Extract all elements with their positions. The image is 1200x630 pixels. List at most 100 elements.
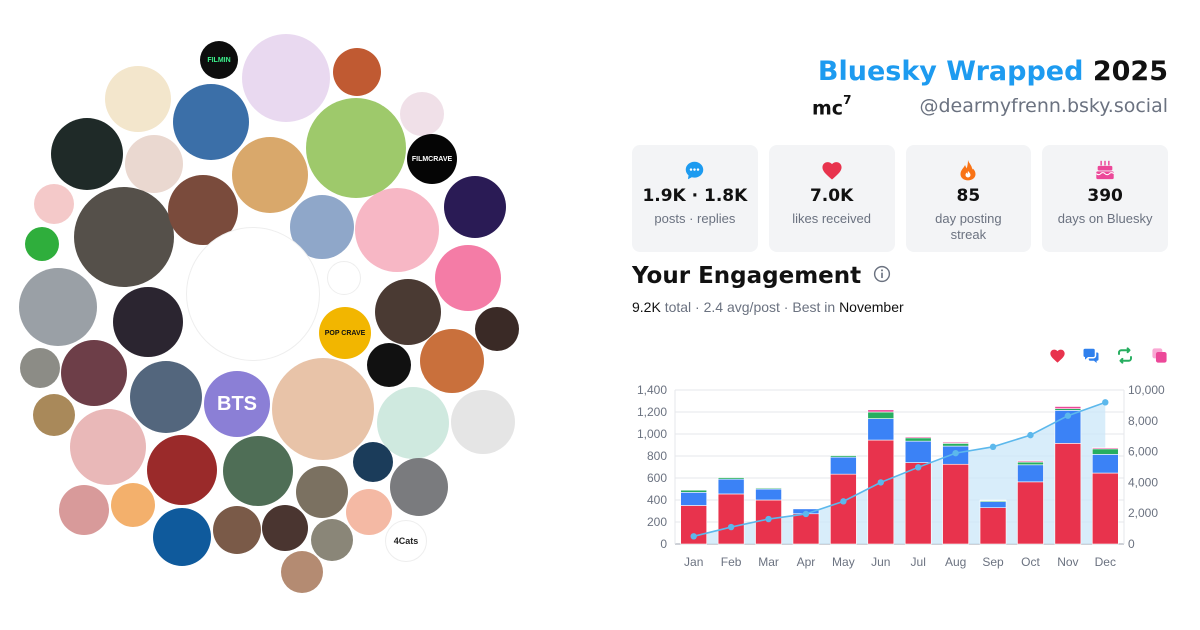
- bar-segment: [680, 489, 708, 493]
- stat-card-posts: 1.9K · 1.8K posts · replies: [632, 145, 758, 252]
- quote-icon[interactable]: [1150, 346, 1168, 364]
- bar-segment: [717, 493, 745, 545]
- avatar-glasses-man[interactable]: [375, 279, 441, 345]
- engagement-best-prefix: Best in: [792, 299, 836, 315]
- avatar-pig[interactable]: [346, 489, 392, 535]
- stat-card-streak: 85 day posting streak: [905, 145, 1032, 252]
- avatar-cherries[interactable]: [444, 176, 506, 238]
- stat-label: likes received: [792, 211, 871, 226]
- avatar-blonde-selfie[interactable]: [272, 358, 374, 460]
- avatar-anime-girl-green[interactable]: [306, 98, 406, 198]
- avatar-bts[interactable]: BTS: [204, 371, 270, 437]
- avatar-manga-boy[interactable]: [451, 390, 515, 454]
- avatar-glasses-girl[interactable]: [232, 137, 308, 213]
- engagement-best-month: November: [839, 299, 904, 315]
- cumulative-point: [727, 523, 735, 531]
- avatar-red-hair[interactable]: [333, 48, 381, 96]
- bar-segment: [1091, 454, 1119, 474]
- avatar-anime-man[interactable]: [223, 436, 293, 506]
- avatar-bearded-guy[interactable]: [296, 466, 348, 518]
- avatar-santa-man[interactable]: [213, 506, 261, 554]
- bar-segment: [979, 501, 1007, 509]
- bar-segment: [904, 437, 932, 442]
- avatar-hamster[interactable]: [400, 92, 444, 136]
- bar-segment: [830, 473, 857, 545]
- chart-legend: [1048, 346, 1168, 364]
- x-tick-label: Nov: [1057, 555, 1078, 569]
- avatar-woman-bottom[interactable]: [281, 551, 323, 593]
- avatar-sunflower[interactable]: [33, 394, 75, 436]
- right-tick-label: 4,000: [1128, 475, 1158, 489]
- cumulative-point: [802, 510, 810, 518]
- bar-segment: [979, 499, 1007, 501]
- avatar-man-dark[interactable]: [51, 118, 123, 190]
- avatar-santa-cat[interactable]: [125, 135, 183, 193]
- x-tick-label: Jun: [871, 555, 890, 569]
- bar-segment: [830, 456, 857, 475]
- bar-segment: [680, 505, 708, 545]
- avatar-man-street[interactable]: [130, 361, 202, 433]
- engagement-title: Your Engagement: [632, 263, 862, 289]
- avatar-curly-hair[interactable]: [173, 84, 249, 160]
- display-name-superscript: 7: [843, 93, 852, 107]
- bar-segment: [1091, 448, 1119, 455]
- avatar-orange-anime[interactable]: [435, 245, 501, 311]
- avatar-blue-ring[interactable]: [153, 508, 211, 566]
- avatar-black-heart[interactable]: [327, 261, 361, 295]
- avatar-yoshi[interactable]: [25, 227, 59, 261]
- x-tick-label: Jan: [684, 555, 703, 569]
- avatar-smiling-woman[interactable]: [475, 307, 519, 351]
- avatar-two-men[interactable]: [74, 187, 174, 287]
- bar-segment: [904, 440, 932, 463]
- bar-segment: [830, 454, 857, 456]
- stat-card-likes: 7.0K likes received: [768, 145, 895, 252]
- bar-segment: [717, 476, 745, 478]
- avatar-peridot[interactable]: [377, 387, 449, 459]
- avatar-drawn-woman[interactable]: [59, 485, 109, 535]
- bar-segment: [1017, 481, 1044, 545]
- bar-segment: [867, 411, 895, 419]
- avatar-anime-couple[interactable]: [242, 34, 330, 122]
- avatar-filmin[interactable]: FILMIN: [200, 41, 238, 79]
- cumulative-point: [952, 449, 959, 457]
- cake-icon: [1042, 159, 1168, 181]
- avatar-4cats[interactable]: 4Cats: [385, 520, 427, 562]
- reply-icon[interactable]: [1082, 346, 1100, 364]
- right-tick-label: 0: [1128, 537, 1135, 551]
- year-title: 2025: [1092, 56, 1168, 87]
- avatar-pixel-character[interactable]: [105, 66, 171, 132]
- x-tick-label: Feb: [721, 555, 742, 569]
- avatar-filmcrave-label: FILMCRAVE: [411, 155, 453, 163]
- x-tick-label: Oct: [1021, 555, 1040, 569]
- avatar-lightning[interactable]: [367, 343, 411, 387]
- avatar-cat-small[interactable]: [20, 348, 60, 388]
- avatar-alien[interactable]: [353, 442, 393, 482]
- cumulative-point: [915, 464, 922, 471]
- avatar-pink-bow[interactable]: [34, 184, 74, 224]
- avatar-pop-crave[interactable]: POP CRAVE: [319, 307, 371, 359]
- avatar-ink-girl[interactable]: [186, 227, 320, 361]
- avatar-pink-anime[interactable]: [355, 188, 439, 272]
- avatar-filmcrave[interactable]: FILMCRAVE: [407, 134, 457, 184]
- avatar-3d-girl[interactable]: [147, 435, 217, 505]
- avatar-building[interactable]: [390, 458, 448, 516]
- repost-icon[interactable]: [1116, 346, 1134, 364]
- avatar-duo-women[interactable]: [420, 329, 484, 393]
- avatar-woman-dark[interactable]: [262, 505, 308, 551]
- avatar-plaid-cat[interactable]: [70, 409, 146, 485]
- info-icon[interactable]: [873, 263, 891, 289]
- cumulative-point: [690, 533, 697, 540]
- avatar-fox-girl[interactable]: [111, 483, 155, 527]
- avatar-4cats-label: 4Cats: [393, 535, 419, 546]
- avatar-bearded-man[interactable]: [19, 268, 97, 346]
- bar-segment: [942, 463, 969, 545]
- bar-segment: [1017, 461, 1044, 466]
- stat-value: 390: [1087, 186, 1123, 206]
- bar-segment: [680, 492, 708, 506]
- engagement-total-value: 9.2K: [632, 299, 661, 315]
- avatar-goth-woman[interactable]: [113, 287, 183, 357]
- heart-icon[interactable]: [1048, 346, 1066, 364]
- avatar-man-glasses-2[interactable]: [311, 519, 353, 561]
- bar-segment: [755, 487, 782, 489]
- avatar-dark-hair-woman[interactable]: [61, 340, 127, 406]
